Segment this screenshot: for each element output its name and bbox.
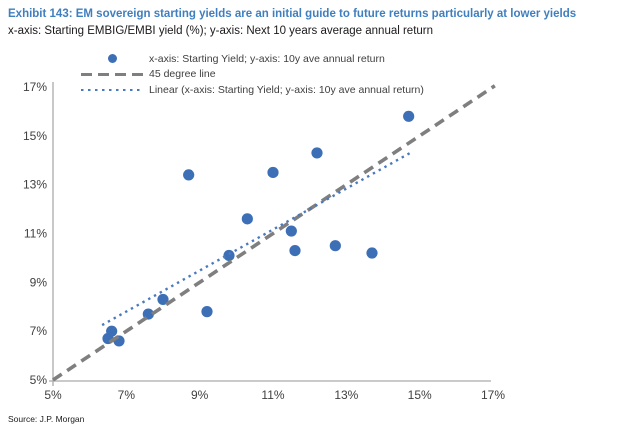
data-point xyxy=(223,249,235,262)
x-tick-label: 9% xyxy=(191,388,209,402)
data-point xyxy=(285,225,297,237)
x-tick-label: 7% xyxy=(118,388,136,402)
y-tick-label: 13% xyxy=(23,178,47,192)
data-point xyxy=(106,325,118,337)
data-point xyxy=(183,169,195,181)
scatter-marker-icon xyxy=(107,54,117,64)
data-point xyxy=(311,147,323,159)
data-point xyxy=(366,247,378,259)
data-point xyxy=(267,166,279,179)
data-point xyxy=(157,293,169,306)
data-point xyxy=(289,244,301,257)
data-point xyxy=(241,213,253,225)
legend: x-axis: Starting Yield; y-axis: 10y ave … xyxy=(78,51,424,98)
y-tick-label: 9% xyxy=(30,275,48,289)
source-note: Source: J.P. Morgan xyxy=(8,414,85,424)
y-tick-label: 5% xyxy=(30,373,48,387)
y-tick-label: 11% xyxy=(24,227,47,241)
y-tick-label: 7% xyxy=(30,324,48,338)
legend-item-45-degree-line: 45 degree line xyxy=(78,67,424,83)
x-tick-label: 15% xyxy=(408,388,432,402)
axis-description: x-axis: Starting EMBIG/EMBI yield (%); y… xyxy=(8,25,434,37)
forty-five-degree-line xyxy=(52,84,496,382)
x-tick-label: 17% xyxy=(481,388,505,402)
y-tick-label: 15% xyxy=(23,129,47,143)
data-point xyxy=(201,306,213,318)
legend-label-scatter: x-axis: Starting Yield; y-axis: 10y ave … xyxy=(149,52,385,65)
exhibit-title: Exhibit 143: EM sovereign starting yield… xyxy=(8,8,577,20)
data-point xyxy=(329,240,341,252)
x-tick-label: 13% xyxy=(334,388,358,402)
dashed-line-icon xyxy=(81,72,143,76)
legend-item-scatter: x-axis: Starting Yield; y-axis: 10y ave … xyxy=(78,51,424,67)
data-point xyxy=(403,110,415,122)
dotted-line-icon xyxy=(80,88,144,91)
legend-label-45-degree: 45 degree line xyxy=(149,68,216,81)
x-tick-label: 11% xyxy=(261,388,284,402)
legend-item-linear-trend: Linear (x-axis: Starting Yield; y-axis: … xyxy=(78,82,424,98)
legend-label-linear: Linear (x-axis: Starting Yield; y-axis: … xyxy=(149,83,424,96)
y-tick-label: 17% xyxy=(23,80,47,94)
linear-trendline xyxy=(101,151,411,327)
x-tick-label: 5% xyxy=(44,388,62,402)
